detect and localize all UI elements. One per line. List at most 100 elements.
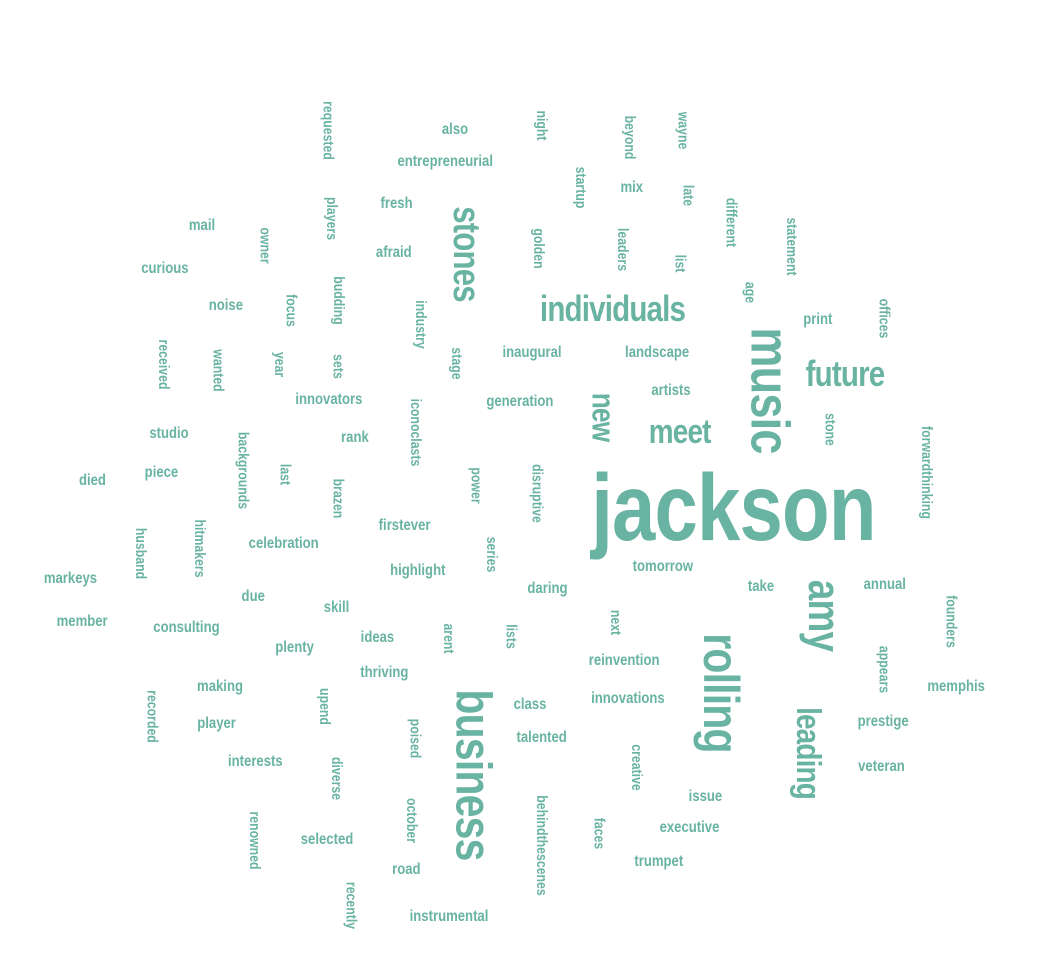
word-age: age: [741, 281, 759, 303]
word-late: late: [679, 184, 697, 206]
word-take: take: [747, 578, 775, 595]
word-daring: daring: [526, 580, 567, 597]
word-road: road: [391, 861, 421, 878]
word-mail: mail: [188, 217, 216, 234]
word-renowned: renowned: [245, 810, 263, 870]
word-list: list: [671, 254, 689, 272]
word-poised: poised: [406, 718, 424, 758]
word-sets: sets: [329, 353, 347, 379]
word-husband: husband: [131, 527, 149, 579]
word-plenty: plenty: [274, 639, 314, 656]
word-leaders: leaders: [613, 227, 631, 271]
word-thriving: thriving: [359, 664, 408, 681]
word-arent: arent: [439, 622, 457, 654]
word-landscape: landscape: [625, 344, 690, 361]
word-interests: interests: [227, 753, 283, 770]
word-also: also: [441, 121, 469, 138]
word-wayne: wayne: [674, 111, 692, 149]
word-offices: offices: [875, 298, 893, 338]
word-different: different: [722, 197, 740, 247]
word-memphis: memphis: [927, 678, 985, 695]
word-individuals: individuals: [539, 288, 685, 329]
word-recently: recently: [342, 881, 360, 929]
word-future: future: [805, 353, 886, 394]
word-statement: statement: [782, 216, 800, 276]
word-next: next: [606, 609, 624, 635]
word-annual: annual: [863, 576, 906, 593]
word-talented: talented: [516, 729, 567, 746]
word-received: received: [154, 339, 172, 389]
word-founders: founders: [942, 594, 960, 648]
word-due: due: [241, 588, 265, 605]
word-music: music: [739, 326, 802, 454]
word-making: making: [197, 678, 243, 695]
word-night: night: [532, 109, 550, 141]
word-golden: golden: [529, 227, 547, 269]
word-consulting: consulting: [152, 619, 220, 636]
word-highlight: highlight: [390, 562, 446, 579]
word-jackson: jackson: [590, 454, 876, 561]
word-celebration: celebration: [248, 535, 319, 552]
word-backgrounds: backgrounds: [234, 431, 252, 509]
word-hitmakers: hitmakers: [190, 518, 208, 578]
word-ideas: ideas: [360, 629, 394, 646]
word-leading: leading: [789, 707, 828, 799]
word-print: print: [803, 311, 833, 328]
word-inaugural: inaugural: [502, 344, 562, 361]
word-focus: focus: [282, 293, 300, 327]
word-requested: requested: [319, 100, 337, 160]
word-entrepreneurial: entrepreneurial: [397, 153, 494, 170]
word-owner: owner: [256, 226, 274, 264]
word-stage: stage: [447, 346, 465, 380]
word-member: member: [56, 613, 108, 630]
word-class: class: [513, 696, 547, 713]
word-prestige: prestige: [857, 713, 909, 730]
word-piece: piece: [144, 464, 178, 481]
word-player: player: [196, 715, 236, 732]
word-markeys: markeys: [43, 570, 97, 587]
word-executive: executive: [659, 819, 719, 836]
word-forwardthinking: forwardthinking: [917, 425, 935, 519]
word-firstever: firstever: [378, 517, 430, 534]
word-disruptive: disruptive: [528, 463, 546, 523]
word-rolling: rolling: [692, 633, 749, 753]
word-mix: mix: [620, 179, 644, 196]
word-business: business: [444, 689, 501, 861]
word-creative: creative: [627, 743, 645, 791]
word-afraid: afraid: [375, 244, 412, 261]
word-wanted: wanted: [209, 348, 227, 392]
word-stone: stone: [821, 412, 839, 446]
word-tomorrow: tomorrow: [632, 558, 694, 575]
word-series: series: [482, 536, 500, 572]
word-fresh: fresh: [380, 195, 413, 212]
word-innovations: innovations: [591, 690, 665, 707]
word-lists: lists: [502, 623, 520, 649]
word-faces: faces: [590, 817, 608, 849]
word-stones: stones: [445, 206, 488, 302]
word-innovators: innovators: [295, 391, 363, 408]
word-year: year: [270, 351, 288, 377]
word-skill: skill: [323, 599, 349, 616]
word-players: players: [322, 196, 340, 240]
word-october: october: [402, 797, 420, 843]
word-iconoclasts: iconoclasts: [406, 398, 424, 466]
word-generation: generation: [486, 393, 554, 410]
word-beyond: beyond: [620, 115, 638, 159]
word-curious: curious: [141, 260, 189, 277]
word-startup: startup: [571, 166, 589, 208]
word-last: last: [276, 463, 294, 485]
word-power: power: [467, 466, 485, 504]
word-meet: meet: [648, 413, 711, 451]
word-amy: amy: [798, 579, 850, 651]
word-instrumental: instrumental: [409, 908, 489, 925]
word-diverse: diverse: [327, 756, 345, 800]
word-reinvention: reinvention: [588, 652, 660, 669]
word-noise: noise: [208, 297, 244, 314]
word-behindthescenes: behindthescenes: [532, 794, 550, 896]
word-died: died: [78, 472, 106, 489]
word-upend: upend: [315, 687, 333, 725]
word-rank: rank: [341, 429, 369, 446]
word-industry: industry: [411, 299, 429, 349]
word-studio: studio: [149, 425, 189, 442]
